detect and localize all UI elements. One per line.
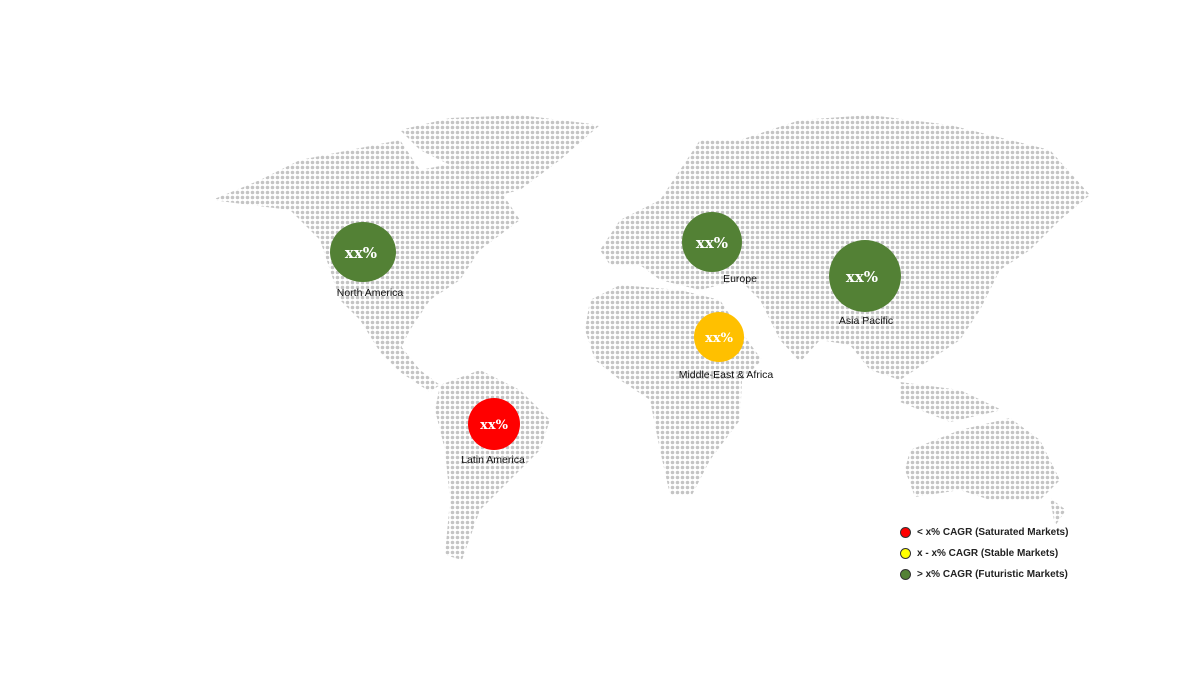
legend-swatch — [900, 569, 911, 580]
legend-item-stable: x - x% CAGR (Stable Markets) — [900, 543, 1068, 564]
legend-item-saturated: < x% CAGR (Saturated Markets) — [900, 522, 1068, 543]
region-bubble — [694, 312, 744, 362]
region-label: Middle-East & Africa — [679, 369, 774, 381]
legend-swatch — [900, 548, 911, 559]
legend-label: x - x% CAGR (Stable Markets) — [917, 548, 1059, 559]
region-bubble — [468, 398, 520, 450]
legend: < x% CAGR (Saturated Markets) x - x% CAG… — [900, 522, 1068, 585]
central-america-landmass — [360, 320, 440, 392]
region-value: xx% — [705, 331, 734, 346]
legend-item-futuristic: > x% CAGR (Futuristic Markets) — [900, 564, 1068, 585]
region-bubble — [829, 240, 901, 312]
region-label: Latin America — [461, 454, 525, 466]
region-value: xx% — [345, 244, 377, 262]
region-latin-america: xx% Latin America — [461, 398, 525, 466]
asia-landmass — [740, 115, 1090, 380]
europe-landmass — [600, 140, 780, 290]
region-bubble — [330, 222, 396, 282]
new-zealand-landmass — [1050, 498, 1066, 526]
region-bubble — [682, 212, 742, 272]
legend-label: < x% CAGR (Saturated Markets) — [917, 527, 1069, 538]
legend-swatch — [900, 527, 911, 538]
region-label: Asia Pacific — [839, 315, 893, 327]
region-label: North America — [337, 287, 404, 299]
region-middle-east-africa: xx% Middle-East & Africa — [679, 312, 774, 381]
region-value: xx% — [480, 418, 509, 433]
legend-label: > x% CAGR (Futuristic Markets) — [917, 569, 1068, 580]
region-label: Europe — [723, 273, 757, 285]
region-north-america: xx% North America — [330, 222, 403, 299]
south-america-landmass — [435, 370, 550, 560]
southeast-asia-islands — [900, 382, 1002, 422]
africa-landmass — [585, 285, 762, 495]
region-europe: xx% Europe — [682, 212, 757, 285]
region-value: xx% — [846, 268, 878, 286]
greenland-landmass — [400, 115, 600, 200]
region-value: xx% — [696, 234, 728, 252]
region-asia-pacific: xx% Asia Pacific — [829, 240, 901, 327]
continents — [212, 115, 1090, 560]
australia-landmass — [905, 418, 1060, 500]
